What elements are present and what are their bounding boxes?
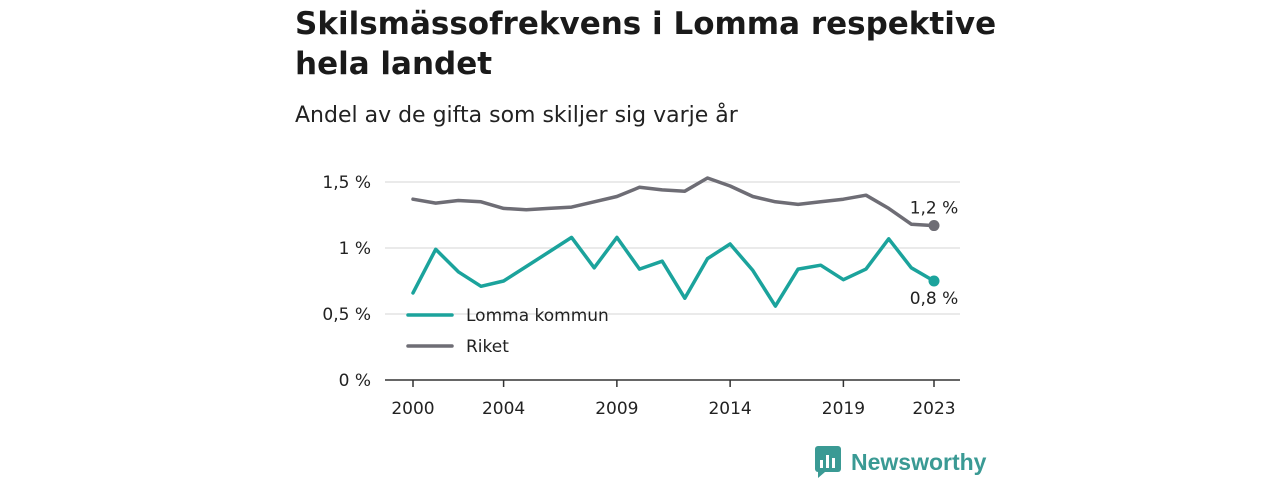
y-tick-label: 0 % xyxy=(339,371,371,391)
chart-title: Skilsmässofrekvens i Lomma respektive he… xyxy=(295,6,997,82)
legend-label-lomma: Lomma kommun xyxy=(466,306,609,326)
y-tick-label: 1,5 % xyxy=(322,173,371,193)
x-tick-label: 2019 xyxy=(822,399,865,419)
x-tick-label: 2009 xyxy=(595,399,638,419)
chart-subtitle: Andel av de gifta som skiljer sig varje … xyxy=(295,103,738,128)
series-endpoint-lomma xyxy=(928,275,940,287)
brand-logo-group: Newsworthy xyxy=(815,446,986,478)
y-tick-label: 1 % xyxy=(339,239,371,259)
x-tick-label: 2004 xyxy=(482,399,525,419)
x-tick-label: 2014 xyxy=(708,399,751,419)
series-endpoint-riket xyxy=(928,220,940,232)
x-tick-label: 2023 xyxy=(912,399,955,419)
y-tick-label: 0,5 % xyxy=(322,305,371,325)
x-tick-label: 2000 xyxy=(391,399,434,419)
series-line-lomma xyxy=(411,235,936,308)
newsworthy-logo-icon xyxy=(815,446,841,478)
brand-name: Newsworthy xyxy=(851,448,987,475)
end-value-label-lomma: 0,8 % xyxy=(910,289,959,309)
end-value-label-riket: 1,2 % xyxy=(910,199,959,219)
legend-label-riket: Riket xyxy=(466,337,509,357)
series-line-riket xyxy=(411,176,936,228)
